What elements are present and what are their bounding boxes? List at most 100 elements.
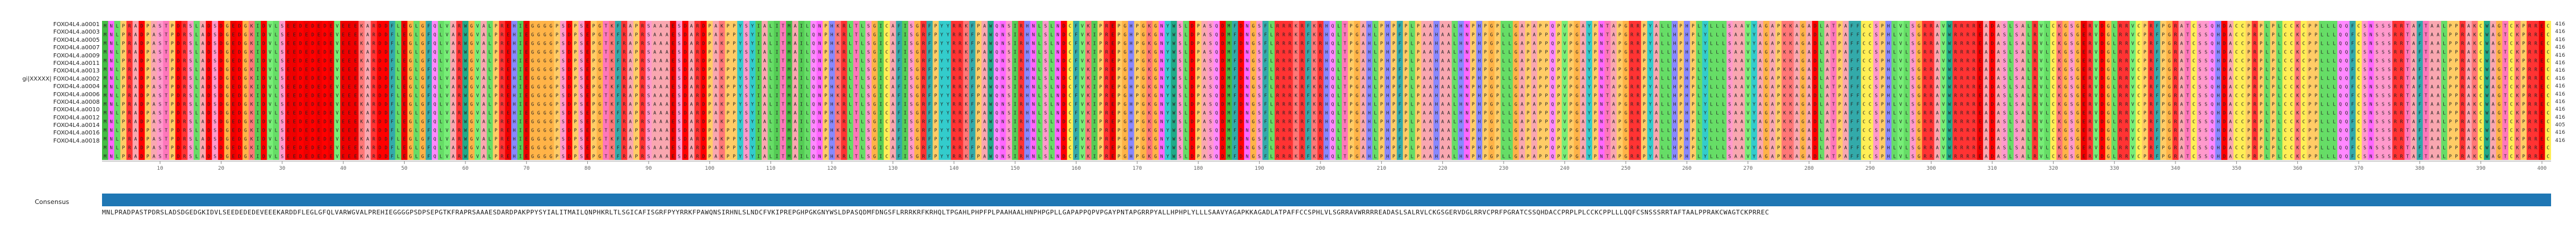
residue-letter: R [1636, 50, 1639, 55]
residue-letter: K [1148, 32, 1151, 38]
residue-cell [1067, 30, 1074, 38]
residue-cell [291, 30, 298, 38]
residue-letter: P [1679, 41, 1682, 46]
sequence-name[interactable]: FOXO4L4.a0008 [0, 99, 100, 106]
residue-letter: F [928, 24, 931, 29]
residue-cell [1567, 21, 1574, 30]
residue-cell [1598, 30, 1605, 38]
residue-letter: S [1178, 50, 1181, 55]
sequence-name[interactable]: FOXO4L4.a0003 [0, 28, 100, 36]
residue-cell [1494, 21, 1501, 30]
sequence-name[interactable]: FOXO4L4.a0011 [0, 60, 100, 67]
sequence-name[interactable]: FOXO4L4.a0010 [0, 106, 100, 114]
sequence-name[interactable]: FOXO4L4.a0016 [0, 129, 100, 137]
residue-cell [633, 21, 640, 30]
residue-letter: C [2302, 32, 2305, 38]
residue-letter: G [550, 67, 552, 72]
residue-letter: Q [812, 59, 815, 64]
residue-letter: K [2516, 41, 2519, 46]
residue-letter: L [2266, 41, 2269, 46]
residue-cell [1116, 21, 1122, 30]
sequence-name[interactable]: FOXO4L4.a0006 [0, 91, 100, 99]
residue-letter: D [702, 32, 705, 38]
residue-cell [707, 21, 713, 30]
sequence-name[interactable]: FOXO4L4.a0009 [0, 52, 100, 60]
residue-letter: D [263, 41, 265, 46]
sequence-name[interactable]: FOXO4L4.a0014 [0, 122, 100, 129]
residue-letter: P [2308, 50, 2311, 55]
residue-cell [2172, 30, 2179, 38]
residue-letter: T [2504, 32, 2507, 38]
residue-letter: P [2260, 24, 2262, 29]
residue-letter: P [1349, 50, 1352, 55]
residue-letter: S [1209, 59, 1212, 64]
residue-letter: S [1178, 59, 1181, 64]
residue-letter: K [1087, 67, 1090, 72]
residue-letter: N [1032, 32, 1035, 38]
residue-letter: A [366, 67, 369, 72]
sequence-name[interactable]: FOXO4L4.a0004 [0, 83, 100, 90]
residue-cell [828, 21, 835, 30]
residue-cell [908, 21, 915, 30]
residue-letter: L [2320, 24, 2323, 29]
residue-letter: A [452, 67, 454, 72]
residue-letter: S [2003, 67, 2006, 72]
residue-letter: G [916, 32, 919, 38]
residue-letter: T [605, 32, 607, 38]
residue-letter: L [1337, 24, 1340, 29]
residue-letter: G [1765, 41, 1768, 46]
residue-letter: R [1276, 32, 1279, 38]
residue-letter: A [2413, 67, 2415, 72]
sequence-name[interactable]: FOXO4L4.a0001 [0, 21, 100, 28]
residue-letter: A [1759, 59, 1762, 64]
residue-letter: H [1325, 32, 1328, 38]
residue-letter: S [678, 41, 681, 46]
residue-letter: P [1777, 32, 1780, 38]
residue-letter: S [2015, 67, 2018, 72]
sequence-name[interactable]: FOXO4L4.a0012 [0, 114, 100, 122]
residue-letter: R [2400, 41, 2403, 46]
residue-letter: H [1460, 41, 1462, 46]
residue-letter: G [1802, 67, 1804, 72]
residue-letter: P [1099, 24, 1102, 29]
residue-letter: N [1160, 32, 1163, 38]
residue-letter: L [1820, 59, 1823, 64]
residue-cell [1097, 30, 1104, 38]
residue-letter: C [2284, 59, 2287, 64]
sequence-name[interactable]: gi|XXXXX| FOXO4L4.a0002 [0, 75, 100, 83]
residue-letter: D [2101, 41, 2104, 46]
residue-letter: R [1282, 41, 1285, 46]
residue-cell [1873, 30, 1880, 38]
residue-cell [1464, 21, 1471, 30]
residue-letter: D [1240, 50, 1243, 55]
residue-letter: D [299, 32, 302, 38]
residue-letter: H [1325, 67, 1328, 72]
residue-letter: Q [2345, 24, 2348, 29]
residue-cell [163, 30, 170, 38]
residue-letter: A [1429, 67, 1432, 72]
residue-letter: A [1844, 50, 1847, 55]
residue-letter: K [2296, 41, 2299, 46]
residue-letter: P [1539, 24, 1542, 29]
sequence-name[interactable]: FOXO4L4.a0018 [0, 137, 100, 145]
sequence-name[interactable]: FOXO4L4.a0005 [0, 37, 100, 44]
sequence-name[interactable]: FOXO4L4.a0007 [0, 44, 100, 52]
residue-letter: V [336, 67, 339, 72]
residue-letter: I [904, 67, 907, 72]
residue-letter: F [2418, 41, 2421, 46]
residue-letter: K [836, 50, 839, 55]
residue-cell [639, 21, 646, 30]
residue-letter: R [1966, 67, 1969, 72]
residue-letter: A [1771, 67, 1774, 72]
residue-cell [2130, 30, 2136, 38]
residue-letter: P [1380, 32, 1383, 38]
residue-letter: P [592, 41, 595, 46]
residue-letter: H [1026, 24, 1029, 29]
residue-cell [2459, 21, 2466, 30]
residue-letter: G [550, 50, 552, 55]
residue-letter: T [2406, 59, 2409, 64]
sequence-name[interactable]: FOXO4L4.a0013 [0, 67, 100, 75]
residue-letter: V [1942, 50, 1945, 55]
residue-letter: L [1508, 32, 1511, 38]
